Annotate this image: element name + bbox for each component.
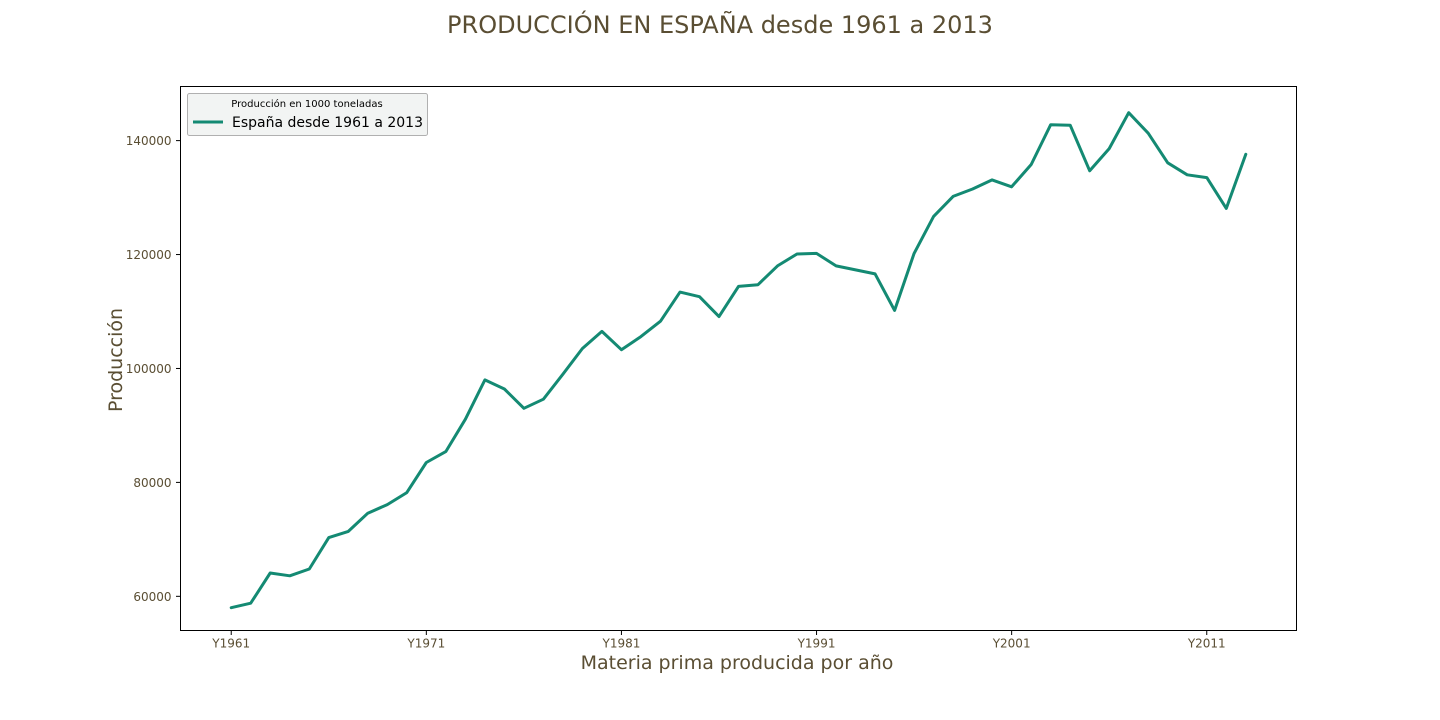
data-point xyxy=(444,450,447,453)
x-tick-label: Y1981 xyxy=(601,637,640,651)
data-point xyxy=(308,568,311,571)
plot-area xyxy=(180,86,1297,631)
data-point xyxy=(1049,123,1052,126)
data-point xyxy=(913,252,916,255)
data-point xyxy=(405,491,408,494)
x-tick-label: Y2001 xyxy=(992,637,1031,651)
data-point xyxy=(796,253,799,256)
x-tick-label: Y1961 xyxy=(211,637,250,651)
data-point xyxy=(288,574,291,577)
y-tick-label: 100000 xyxy=(126,362,172,376)
data-point xyxy=(718,315,721,318)
data-point xyxy=(249,602,252,605)
data-point xyxy=(561,373,564,376)
data-point xyxy=(1069,124,1072,127)
x-tick-label: Y1991 xyxy=(797,637,836,651)
y-tick-label: 140000 xyxy=(126,134,172,148)
data-point xyxy=(991,178,994,181)
data-point xyxy=(952,195,955,198)
data-point xyxy=(1030,163,1033,166)
x-axis-label: Materia prima producida por año xyxy=(581,652,894,674)
legend: Producción en 1000 toneladas España desd… xyxy=(187,93,428,136)
data-point xyxy=(347,530,350,533)
data-point xyxy=(230,606,233,609)
data-point xyxy=(1127,111,1130,114)
y-tick-label: 60000 xyxy=(133,590,171,604)
data-point xyxy=(425,461,428,464)
x-tick-label: Y2011 xyxy=(1187,637,1226,651)
data-point xyxy=(639,335,642,338)
y-tick-label: 120000 xyxy=(126,248,172,262)
data-point xyxy=(464,418,467,421)
data-point xyxy=(1244,153,1247,156)
data-point xyxy=(327,536,330,539)
data-point xyxy=(815,252,818,255)
data-point xyxy=(1147,132,1150,135)
data-point xyxy=(893,309,896,312)
data-point xyxy=(483,378,486,381)
data-point xyxy=(269,572,272,575)
data-point xyxy=(835,264,838,267)
legend-label: España desde 1961 a 2013 xyxy=(232,115,423,131)
x-axis: Y1961 Y1971 Y1981 Y1991 Y2001 Y2011 xyxy=(211,630,1226,651)
data-point xyxy=(737,285,740,288)
y-axis-label: Producción xyxy=(105,308,127,412)
data-point xyxy=(503,388,506,391)
data-point xyxy=(854,268,857,271)
data-point xyxy=(620,348,623,351)
series-line xyxy=(229,111,1248,610)
data-point xyxy=(698,295,701,298)
data-point xyxy=(1225,207,1228,210)
x-tick-label: Y1971 xyxy=(406,637,445,651)
data-point xyxy=(581,347,584,350)
data-point xyxy=(1088,169,1091,172)
data-point xyxy=(932,215,935,218)
data-point xyxy=(776,264,779,267)
data-point xyxy=(971,188,974,191)
data-point xyxy=(522,407,525,410)
data-point xyxy=(1010,185,1013,188)
data-point xyxy=(757,283,760,286)
legend-title: Producción en 1000 toneladas xyxy=(231,98,382,110)
legend-box xyxy=(187,93,428,136)
y-tick-label: 80000 xyxy=(133,476,171,490)
data-point xyxy=(659,320,662,323)
data-point xyxy=(542,398,545,401)
chart-title: PRODUCCIÓN EN ESPAÑA desde 1961 a 2013 xyxy=(447,9,993,39)
data-point xyxy=(679,291,682,294)
data-point xyxy=(1186,173,1189,176)
data-point xyxy=(874,272,877,275)
data-point xyxy=(386,503,389,506)
data-point xyxy=(1205,176,1208,179)
data-point xyxy=(1166,161,1169,164)
y-axis: 60000 80000 100000 120000 140000 xyxy=(126,134,181,604)
data-point xyxy=(366,512,369,515)
data-point xyxy=(1108,147,1111,150)
data-point xyxy=(600,330,603,333)
series-layer xyxy=(229,111,1248,610)
